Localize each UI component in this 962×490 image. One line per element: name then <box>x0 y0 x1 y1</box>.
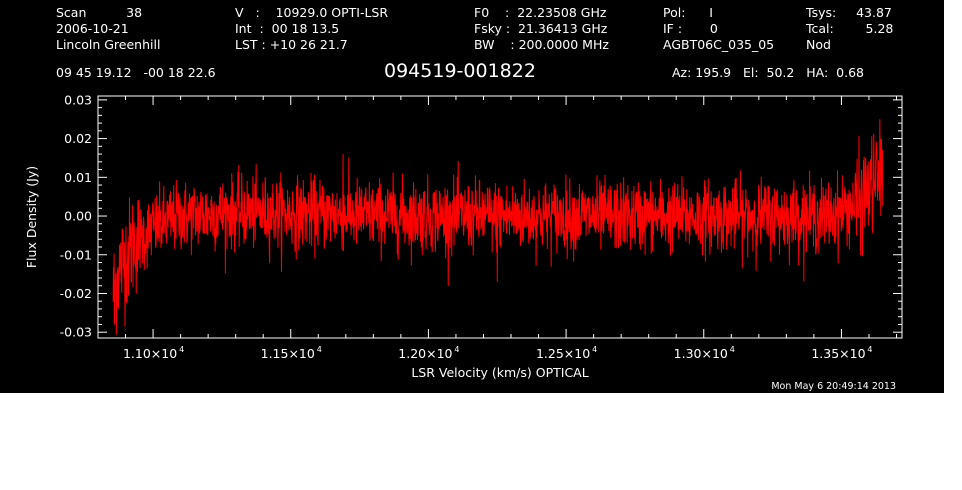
header-col1-line1: Scan 38 <box>56 5 143 20</box>
x-tick-label: 1.10×10 <box>123 346 177 361</box>
az-el-ha: Az: 195.9 El: 50.2 HA: 0.68 <box>672 65 865 80</box>
x-tick-exponent: 4 <box>592 345 597 354</box>
header-col5-line1: Tsys: 43.87 <box>806 5 892 20</box>
header-col5-line2: Tcal: 5.28 <box>806 21 894 36</box>
y-tick-label: 0.03 <box>64 92 92 107</box>
x-tick-exponent: 4 <box>317 345 322 354</box>
header-col3-line3: BW : 200.0000 MHz <box>474 37 609 52</box>
y-tick-label: 0.01 <box>64 170 92 185</box>
x-tick-exponent: 4 <box>867 345 872 354</box>
timestamp: Mon May 6 20:49:14 2013 <box>771 381 896 392</box>
x-tick-label: 1.25×10 <box>536 346 590 361</box>
y-axis-label: Flux Density (Jy) <box>24 166 39 268</box>
x-tick-label: 1.20×10 <box>398 346 452 361</box>
header-col1-line3: Lincoln Greenhill <box>56 37 161 52</box>
x-tick-exponent: 4 <box>454 345 459 354</box>
header-col4-line1: Pol: I <box>663 5 713 20</box>
y-tick-label: 0.02 <box>64 131 92 146</box>
spectrum-trace <box>112 119 884 335</box>
spectrum-chart: 1.10×10 4 1.15×10 4 1.20×10 4 1.25×10 4 1.30×10 4… <box>24 92 903 392</box>
header-col2-line2: Int : 00 18 13.5 <box>235 21 340 36</box>
header-col4-line3: AGBT06C_035_05 <box>663 37 775 52</box>
y-tick-label: 0.00 <box>64 209 92 224</box>
x-tick-exponent: 4 <box>179 345 184 354</box>
source-name: 094519-001822 <box>384 60 536 82</box>
y-tick-label: -0.02 <box>60 286 92 301</box>
x-axis-label: LSR Velocity (km/s) OPTICAL <box>411 365 588 380</box>
header-col5-line3: Nod <box>806 37 831 52</box>
x-tick-label: 1.35×10 <box>811 346 865 361</box>
x-tick-label: 1.15×10 <box>261 346 315 361</box>
header-col4-line2: IF : 0 <box>663 21 718 36</box>
header-col1-line2: 2006-10-21 <box>56 21 129 36</box>
x-tick-label: 1.30×10 <box>674 346 728 361</box>
header-col3-line1: F0 : 22.23508 GHz <box>474 5 607 20</box>
plot-frame <box>97 95 903 339</box>
plot-panel: Scan 38 2006-10-21 Lincoln Greenhill V :… <box>0 0 944 393</box>
y-tick-label: -0.01 <box>60 247 92 262</box>
header-col2-line3: LST : +10 26 21.7 <box>235 37 348 52</box>
header-col3-line2: Fsky : 21.36413 GHz <box>474 21 608 36</box>
source-coordinates: 09 45 19.12 -00 18 22.6 <box>56 65 216 80</box>
header-col2-line1: V : 10929.0 OPTI-LSR <box>235 5 389 20</box>
y-tick-label: -0.03 <box>60 325 92 340</box>
x-tick-exponent: 4 <box>730 345 735 354</box>
